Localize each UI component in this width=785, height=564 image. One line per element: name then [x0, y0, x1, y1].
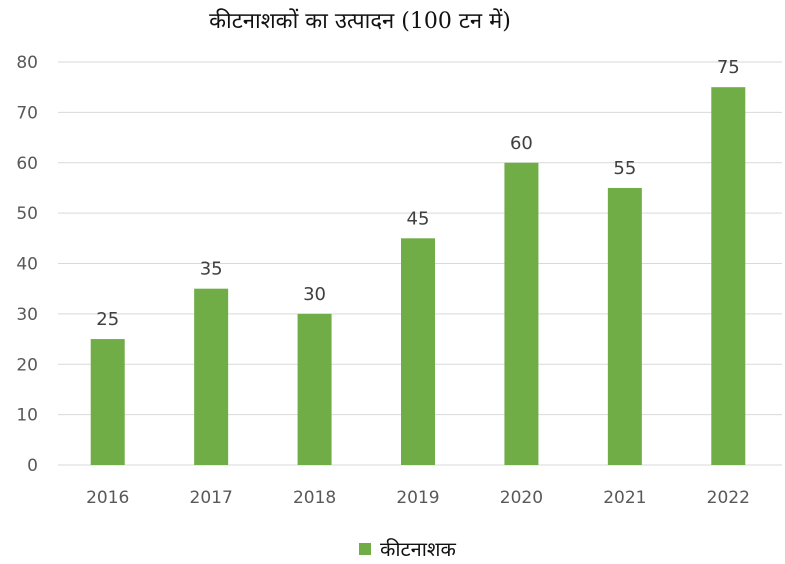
- bar: [297, 313, 332, 465]
- x-tick-label: 2019: [396, 488, 439, 508]
- y-tick-label: 60: [16, 154, 38, 174]
- x-tick-label: 2018: [293, 488, 336, 508]
- y-tick-label: 40: [16, 255, 38, 275]
- chart-title: कीटनाशकों का उत्पादन (100 टन में): [209, 8, 511, 34]
- x-tick-label: 2016: [86, 488, 129, 508]
- legend-label: कीटनाशक: [380, 537, 456, 561]
- x-tick-label: 2017: [190, 488, 233, 508]
- y-tick-label: 50: [16, 204, 38, 224]
- y-tick-label: 10: [16, 406, 38, 426]
- data-label: 60: [510, 133, 533, 154]
- x-tick-label: 2020: [500, 488, 543, 508]
- y-tick-label: 20: [16, 355, 38, 375]
- data-label: 25: [96, 309, 119, 330]
- data-label: 55: [613, 158, 636, 179]
- legend-swatch: [359, 543, 371, 555]
- data-label: 35: [200, 259, 223, 280]
- x-tick-label: 2022: [707, 488, 750, 508]
- y-tick-label: 80: [16, 53, 38, 73]
- bar: [90, 339, 125, 465]
- x-tick-label: 2021: [603, 488, 646, 508]
- bar: [504, 162, 539, 465]
- x-axis-ticks: 2016 2017 2018 2019 2020 2021 2022: [86, 488, 750, 508]
- bar: [194, 288, 229, 465]
- data-label: 75: [717, 57, 740, 78]
- bars: [90, 87, 746, 465]
- y-tick-label: 0: [27, 456, 38, 476]
- legend: कीटनाशक: [359, 537, 456, 561]
- data-label: 45: [407, 208, 430, 229]
- data-labels: 25 35 30 45 60 55 75: [96, 57, 739, 330]
- y-axis-ticks: 0 10 20 30 40 50 60 70 80: [16, 53, 38, 476]
- y-tick-label: 70: [16, 103, 38, 123]
- bar: [711, 87, 746, 465]
- data-label: 30: [303, 284, 326, 305]
- bar: [401, 238, 435, 465]
- bar: [607, 187, 642, 465]
- y-tick-label: 30: [16, 305, 38, 325]
